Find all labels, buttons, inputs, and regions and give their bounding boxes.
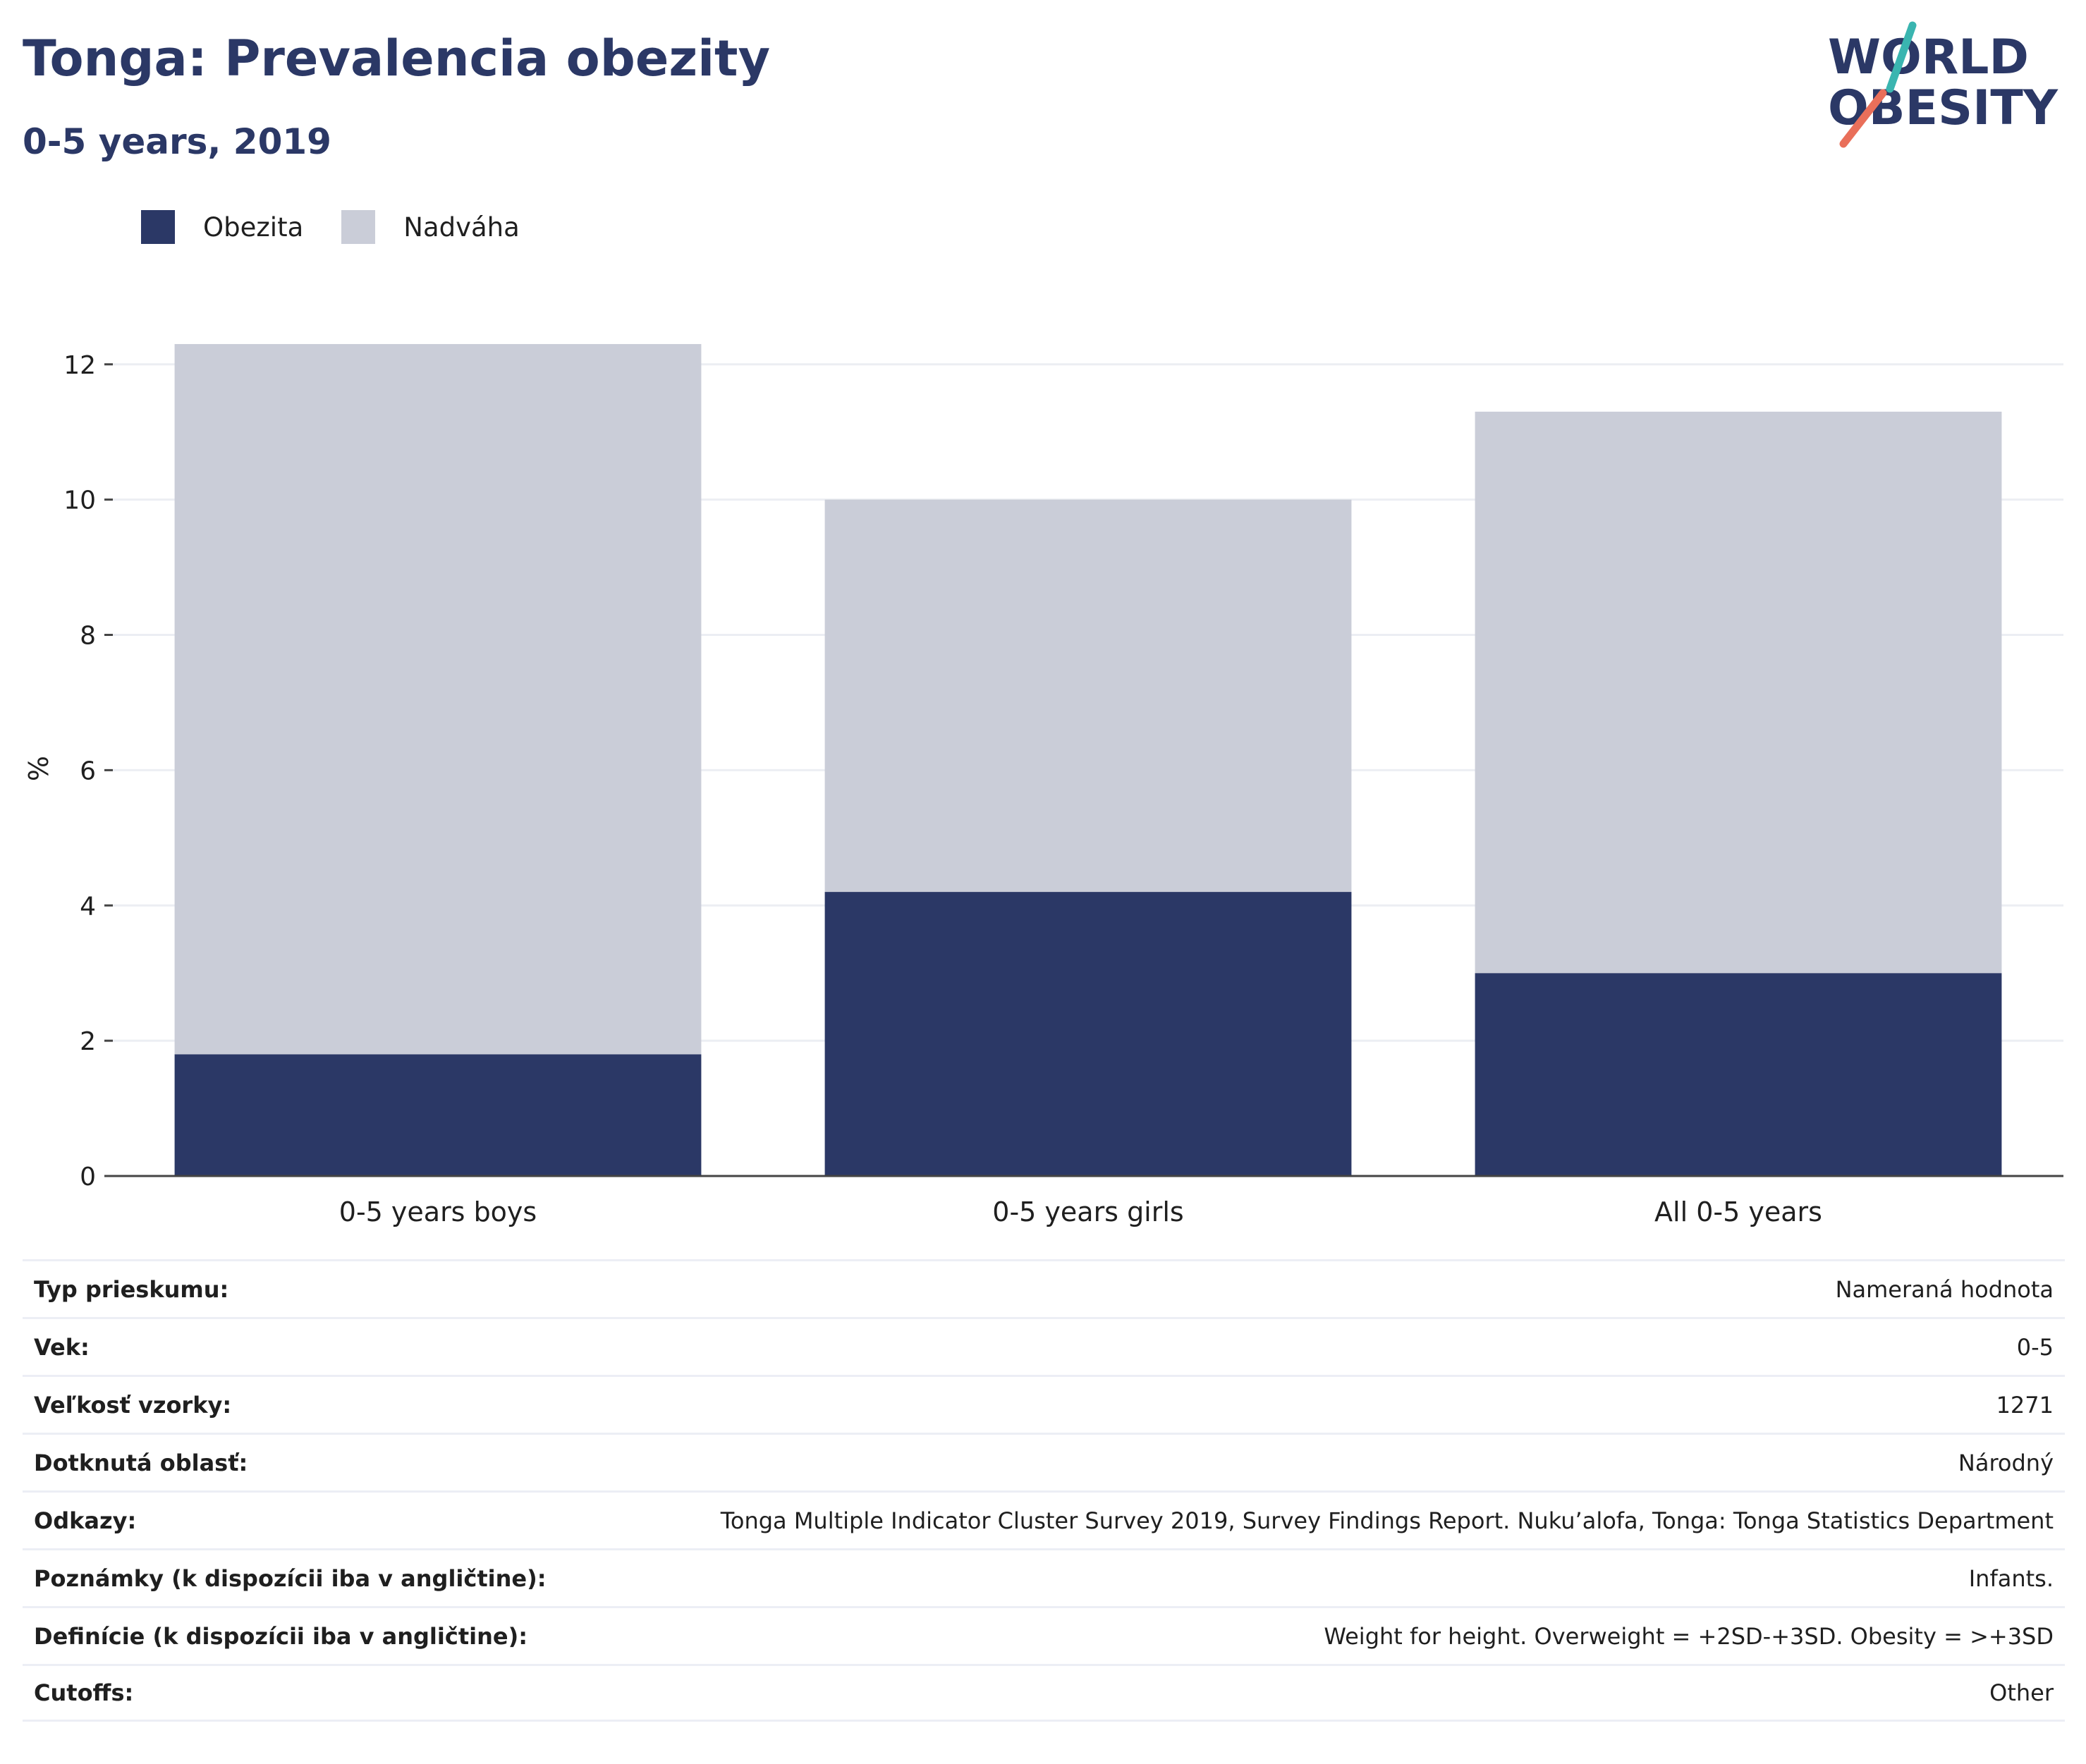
info-value: Infants.: [1968, 1564, 2054, 1592]
info-value: Národný: [1958, 1449, 2054, 1476]
y-tick-label: 6: [80, 757, 96, 785]
page-subtitle: 0-5 years, 2019: [23, 121, 331, 162]
bar-obesity: [824, 892, 1352, 1176]
logo-slash-teal: [1886, 21, 1917, 93]
legend-swatch-obesity: [141, 210, 175, 244]
info-key: Odkazy:: [34, 1507, 137, 1534]
legend-item-overweight[interactable]: Nadváha: [341, 210, 520, 244]
info-value: 1271: [1996, 1391, 2054, 1419]
info-row: Vek: 0-5: [23, 1317, 2065, 1375]
info-key: Cutoffs:: [34, 1679, 134, 1706]
info-value: Nameraná hodnota: [1835, 1275, 2054, 1303]
info-key: Definície (k dispozícii iba v angličtine…: [34, 1622, 527, 1650]
bar-overweight: [1475, 411, 2002, 974]
y-tick-label: 0: [80, 1163, 96, 1192]
legend-label-overweight: Nadváha: [403, 212, 520, 243]
x-tick-label: 0-5 years girls: [992, 1196, 1183, 1227]
x-tick-label: All 0-5 years: [1654, 1196, 1822, 1227]
y-tick-label: 10: [63, 486, 96, 515]
bar-obesity: [1475, 973, 2002, 1176]
y-tick-label: 12: [63, 351, 96, 380]
y-tick-label: 2: [80, 1027, 96, 1056]
survey-info-table: Typ prieskumu: Nameraná hodnota Vek: 0-5 Veľ…: [23, 1259, 2065, 1722]
bar-overweight: [174, 343, 702, 1055]
logo-line-1: WORLD: [1828, 30, 2029, 85]
legend-label-obesity: Obezita: [203, 212, 304, 243]
info-key: Veľkosť vzorky:: [34, 1391, 232, 1419]
info-value: Weight for height. Overweight = +2SD-+3S…: [1324, 1622, 2054, 1650]
bar-chart: 0 2 4 6 8 10 12% 0-5 years boys 0-5 years girls A…: [23, 343, 2063, 1227]
world-obesity-logo: WORLD OBESITY: [1828, 21, 2058, 148]
info-key: Poznámky (k dispozícii iba v angličtine)…: [34, 1564, 547, 1592]
legend-item-obesity[interactable]: Obezita: [141, 210, 303, 244]
y-tick-label: 8: [80, 622, 96, 651]
logo-slash-coral: [1839, 89, 1887, 148]
logo-line-2: OBESITY: [1828, 80, 2058, 136]
info-key: Vek:: [34, 1333, 90, 1361]
info-row: Cutoffs: Other: [23, 1664, 2065, 1722]
info-row: Definície (k dispozícii iba v angličtine…: [23, 1606, 2065, 1664]
info-row: Veľkosť vzorky: 1271: [23, 1375, 2065, 1433]
x-tick-label: 0-5 years boys: [339, 1196, 537, 1227]
info-row: Typ prieskumu: Nameraná hodnota: [23, 1259, 2065, 1317]
page-title: Tonga: Prevalencia obezity: [23, 30, 771, 87]
info-value: 0-5: [2016, 1333, 2054, 1361]
info-row: Odkazy: Tonga Multiple Indicator Cluster …: [23, 1490, 2065, 1548]
info-row: Poznámky (k dispozícii iba v angličtine)…: [23, 1548, 2065, 1606]
info-value: Tonga Multiple Indicator Cluster Survey …: [720, 1507, 2054, 1534]
info-key: Dotknutá oblasť:: [34, 1449, 248, 1476]
bar-overweight: [824, 499, 1352, 893]
info-value: Other: [1989, 1679, 2054, 1706]
bar-obesity: [174, 1054, 702, 1176]
y-axis-label: %: [23, 756, 54, 781]
info-row: Dotknutá oblasť: Národný: [23, 1433, 2065, 1490]
info-key: Typ prieskumu:: [34, 1275, 229, 1303]
chart-legend: Obezita Nadváha: [141, 210, 558, 244]
y-tick-label: 4: [80, 892, 96, 921]
legend-swatch-overweight: [341, 210, 376, 244]
